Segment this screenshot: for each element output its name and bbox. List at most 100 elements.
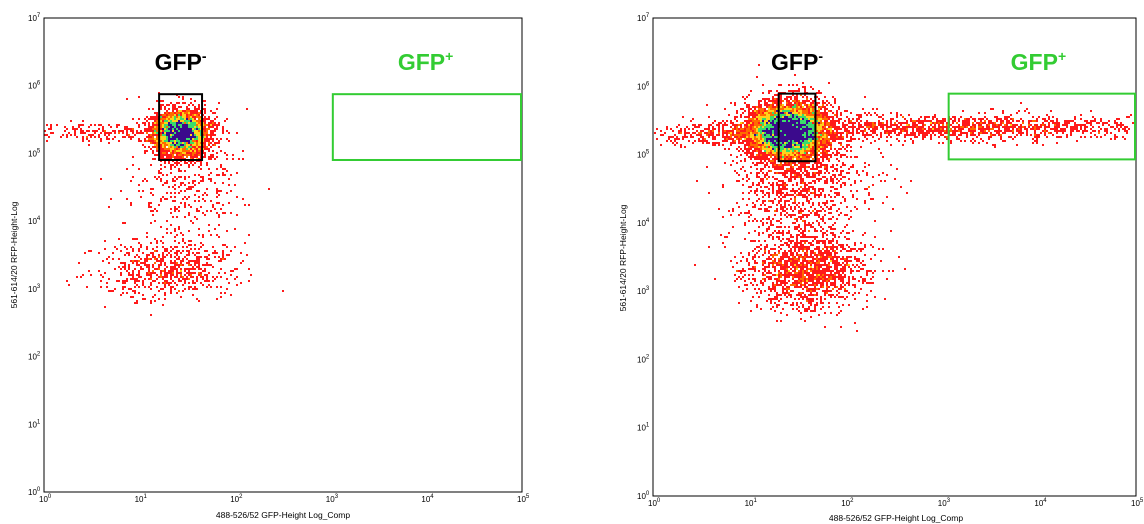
event-dot <box>820 286 822 288</box>
event-dot <box>762 202 764 204</box>
event-dot <box>832 234 834 236</box>
event-dot <box>780 208 782 210</box>
event-dot <box>806 214 808 216</box>
event-dot <box>846 282 848 284</box>
event-dot <box>816 126 818 128</box>
event-dot <box>764 194 766 196</box>
event-dot <box>826 114 828 116</box>
event-dot <box>170 116 172 118</box>
event-dot <box>766 228 768 230</box>
event-dot <box>802 244 804 246</box>
event-dot <box>798 248 800 250</box>
event-dot <box>802 106 804 108</box>
event-dot <box>802 146 804 148</box>
event-dot <box>768 192 770 194</box>
event-dot <box>190 286 192 288</box>
event-dot <box>182 150 184 152</box>
event-dot <box>154 256 156 258</box>
event-dot <box>808 108 810 110</box>
event-dot <box>776 98 778 100</box>
event-dot <box>838 126 840 128</box>
event-dot <box>176 138 178 140</box>
event-dot <box>812 262 814 264</box>
event-dot <box>844 264 846 266</box>
event-dot <box>804 264 806 266</box>
event-dot <box>820 120 822 122</box>
event-dot <box>786 270 788 272</box>
event-dot <box>784 204 786 206</box>
event-dot <box>816 92 818 94</box>
event-dot <box>124 286 126 288</box>
event-dot <box>786 102 788 104</box>
event-dot <box>826 118 828 120</box>
event-dot <box>152 280 154 282</box>
event-dot <box>230 174 232 176</box>
event-dot <box>178 154 180 156</box>
event-dot <box>754 270 756 272</box>
event-dot <box>810 168 812 170</box>
event-dot <box>122 222 124 224</box>
event-dot <box>764 248 766 250</box>
event-dot <box>794 174 796 176</box>
event-dot <box>840 156 842 158</box>
event-dot <box>814 236 816 238</box>
event-dot <box>886 196 888 198</box>
event-dot <box>802 216 804 218</box>
event-dot <box>800 130 802 132</box>
event-dot <box>826 246 828 248</box>
event-dot <box>192 164 194 166</box>
event-dot <box>222 132 224 134</box>
event-dot <box>758 138 760 140</box>
event-dot <box>128 254 130 256</box>
event-dot <box>820 300 822 302</box>
event-dot <box>224 292 226 294</box>
event-dot <box>182 278 184 280</box>
event-dot <box>204 274 206 276</box>
event-dot <box>198 106 200 108</box>
event-dot <box>752 138 754 140</box>
event-dot <box>828 208 830 210</box>
event-dot <box>152 142 154 144</box>
event-dot <box>788 244 790 246</box>
x-axis-label-left: 488-526/52 GFP-Height Log_Comp <box>216 510 350 520</box>
event-dot <box>184 274 186 276</box>
event-dot <box>68 132 70 134</box>
event-dot <box>184 242 186 244</box>
event-dot <box>784 158 786 160</box>
gfp-positive-gate <box>331 93 522 161</box>
event-dot <box>866 272 868 274</box>
event-dot <box>840 274 842 276</box>
event-dot <box>762 268 764 270</box>
event-dot <box>136 130 138 132</box>
event-dot <box>794 126 796 128</box>
event-dot <box>824 134 826 136</box>
event-dot <box>770 126 772 128</box>
event-dot <box>820 140 822 142</box>
event-dot <box>180 136 182 138</box>
event-dot <box>194 134 196 136</box>
event-dot <box>172 164 174 166</box>
event-dot <box>828 142 830 144</box>
event-dot <box>808 140 810 142</box>
event-dot <box>814 254 816 256</box>
event-dot <box>758 296 760 298</box>
event-dot <box>802 256 804 258</box>
event-dot <box>758 144 760 146</box>
event-dot <box>798 132 800 134</box>
event-dot <box>52 132 54 134</box>
event-dot <box>858 258 860 260</box>
event-dot <box>760 128 762 130</box>
event-dot <box>178 210 180 212</box>
event-dot <box>830 272 832 274</box>
event-dot <box>168 282 170 284</box>
event-dot <box>752 116 754 118</box>
event-dot <box>828 274 830 276</box>
event-dot <box>740 132 742 134</box>
event-dot <box>146 260 148 262</box>
event-dot <box>770 110 772 112</box>
event-dot <box>804 114 806 116</box>
event-dot <box>768 130 770 132</box>
event-dot <box>174 282 176 284</box>
event-dot <box>90 136 92 138</box>
event-dot <box>190 140 192 142</box>
